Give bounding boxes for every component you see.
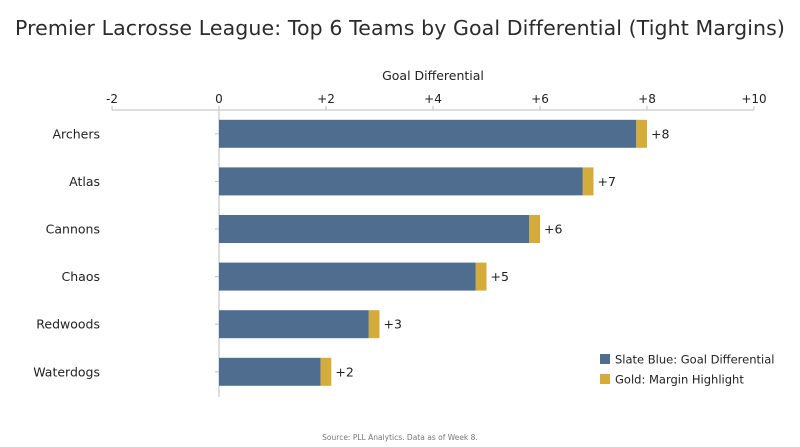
bar-goal-differential [219,167,583,196]
data-label: +2 [335,364,353,379]
y-tick-label: Waterdogs [33,364,100,379]
bar-goal-differential [219,262,476,291]
legend-label: Gold: Margin Highlight [615,373,744,387]
data-label: +5 [491,269,509,284]
bar-goal-differential [219,215,530,243]
data-label: +7 [598,174,616,189]
source-note: Source: PLL Analytics. Data as of Week 8… [322,433,478,442]
x-tick-label: +10 [741,92,766,106]
legend-label: Slate Blue: Goal Differential [615,353,774,367]
legend-swatch [600,354,610,364]
x-tick-label: 0 [215,92,223,106]
bar-goal-differential [219,357,321,386]
bar-margin-highlight [320,357,332,386]
y-tick-label: Chaos [62,269,100,284]
x-axis-label: Goal Differential [382,68,484,83]
data-label: +8 [651,126,669,141]
y-tick-label: Cannons [46,222,100,237]
bar-margin-highlight [529,215,540,243]
bar-margin-highlight [475,262,487,291]
x-tick-label: +6 [531,92,549,106]
bar-margin-highlight [368,310,380,339]
chart-title: Premier Lacrosse League: Top 6 Teams by … [14,16,786,40]
data-label: +3 [384,317,402,332]
bar-goal-differential [219,310,369,339]
y-tick-label: Redwoods [36,317,100,332]
y-tick-label: Archers [52,126,100,141]
bar-goal-differential [219,119,637,148]
bar-margin-highlight [582,167,594,196]
x-tick-label: +2 [317,92,335,106]
y-tick-label: Atlas [69,174,100,189]
data-label: +6 [544,222,562,237]
x-tick-label: -2 [106,92,118,106]
legend-swatch [600,374,610,384]
x-tick-label: +4 [424,92,442,106]
bar-margin-highlight [636,119,647,148]
x-tick-label: +8 [638,92,656,106]
